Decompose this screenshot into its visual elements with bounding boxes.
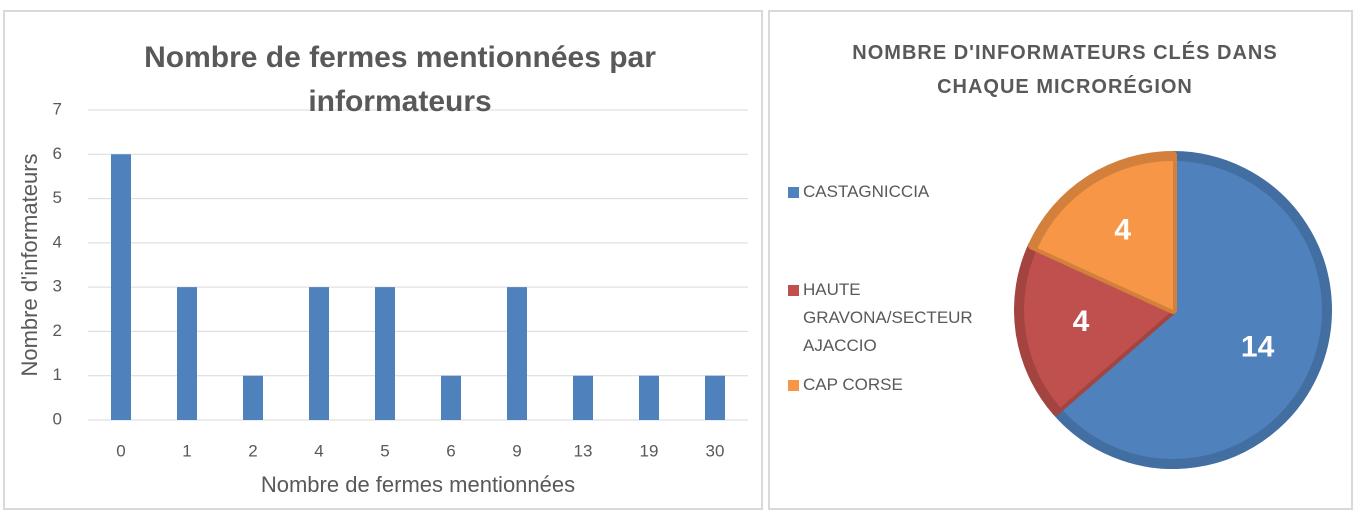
y-tick-label: 3: [53, 277, 62, 296]
pie-slice-face: [1037, 161, 1173, 310]
x-tick-label: 13: [574, 441, 593, 460]
x-tick-label: 4: [314, 441, 323, 460]
data-label: 4: [1073, 305, 1090, 338]
legend-entry: HAUTE GRAVONA/SECTEUR AJACCIO: [788, 276, 973, 360]
y-tick-label: 7: [53, 99, 62, 118]
x-tick-label: 6: [446, 441, 455, 460]
bar: [441, 375, 461, 420]
bar: [309, 287, 329, 420]
y-tick-label: 4: [53, 232, 62, 251]
y-tick-label: 0: [53, 409, 62, 428]
y-axis-label: Nombre d'informateurs: [17, 153, 42, 376]
legend-swatch: [788, 380, 799, 391]
chart-title: NOMBRE D'INFORMATEURS CLÉS DANS CHAQUE M…: [852, 42, 1278, 98]
bar: [243, 375, 263, 420]
legend-entry: CAP CORSE: [788, 371, 913, 399]
x-axis-label: Nombre de fermes mentionnées: [261, 472, 575, 497]
chart-title: Nombre de fermes mentionnées par informa…: [144, 41, 656, 118]
bar: [507, 287, 527, 420]
legend-swatch: [788, 285, 799, 296]
y-tick-label: 2: [53, 321, 62, 340]
bar: [375, 287, 395, 420]
chart: 0 1 2 3 4 5 6 7 0 1 2 4 5 6 9 13 19 30 Nombre de fermes me…: [17, 99, 1332, 497]
x-tick-label: 5: [380, 441, 389, 460]
pie-slice-face: [1060, 161, 1322, 460]
y-tick-label: 5: [53, 188, 62, 207]
y-tick-label: 1: [53, 365, 62, 384]
page: 0 1 2 3 4 5 6 7 0 1 2 4 5 6 9 13 19 30 Nombre de fermes me…: [3, 10, 1353, 510]
x-tick-label: 9: [512, 441, 521, 460]
x-tick-label: 0: [116, 441, 125, 460]
bar: [177, 287, 197, 420]
y-tick-label: 6: [53, 144, 62, 163]
bar: [639, 375, 659, 420]
x-tick-label: 19: [640, 441, 659, 460]
bar: [111, 154, 131, 421]
data-label: 4: [1114, 214, 1131, 247]
legend-swatch: [788, 187, 799, 198]
legend-entry: CASTAGNICCIA: [788, 178, 929, 206]
bar: [705, 375, 725, 420]
x-tick-label: 1: [182, 441, 191, 460]
x-tick-label: 30: [706, 441, 725, 460]
x-tick-label: 2: [248, 441, 257, 460]
pie-slice-face: [1024, 248, 1173, 408]
bar: [573, 375, 593, 420]
data-label: 14: [1241, 331, 1275, 364]
